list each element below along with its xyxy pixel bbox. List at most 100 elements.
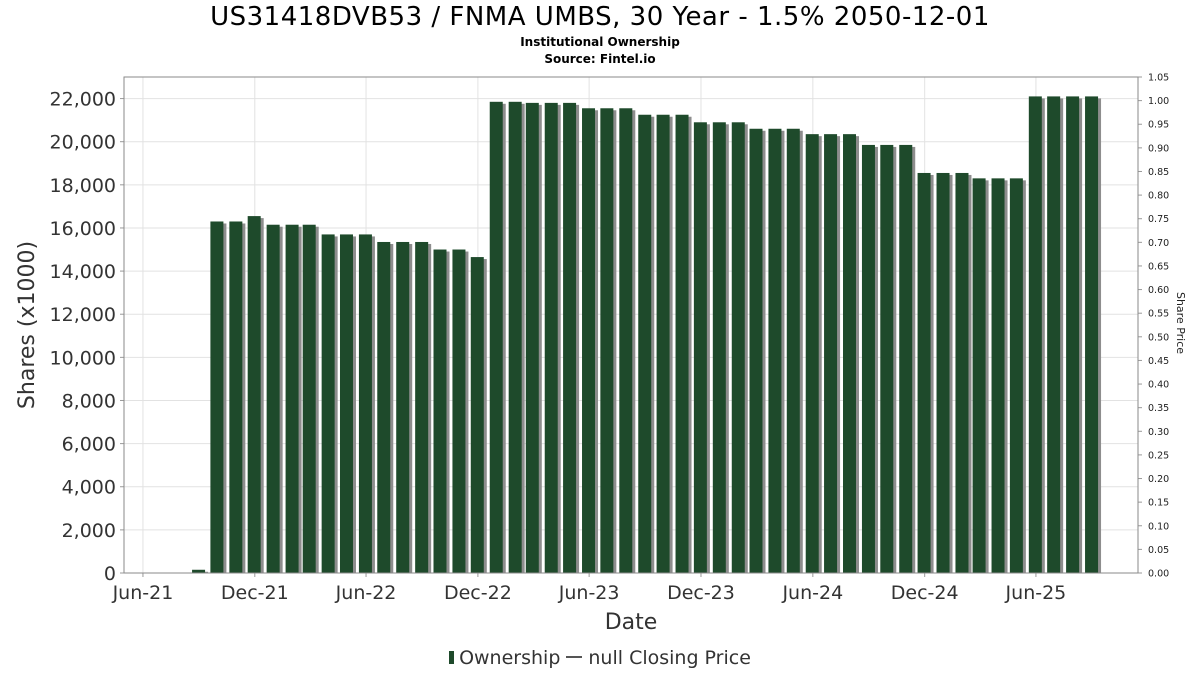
- bar: [302, 224, 316, 573]
- bar: [415, 241, 429, 573]
- y-axis-title: Shares (x1000): [15, 241, 40, 409]
- x-tick-label: Dec-23: [667, 582, 735, 604]
- bar: [824, 134, 838, 573]
- bar: [675, 114, 689, 573]
- bar: [917, 172, 931, 573]
- x-tick-label: Jun-22: [335, 582, 397, 604]
- y-tick-label: 18,000: [50, 175, 116, 197]
- y2-tick-label: 0.90: [1148, 143, 1169, 154]
- bar: [693, 122, 707, 573]
- x-tick-label: Jun-25: [1005, 582, 1067, 604]
- bar: [544, 102, 558, 573]
- x-tick-label: Dec-22: [444, 582, 512, 604]
- bar: [955, 172, 969, 573]
- y2-tick-label: 0.60: [1148, 285, 1169, 296]
- y2-tick-label: 1.00: [1148, 96, 1169, 107]
- chart-subtitle: Institutional Ownership: [520, 35, 680, 49]
- bar: [1028, 96, 1042, 574]
- bar: [899, 144, 913, 574]
- y2-tick-label: 0.05: [1148, 545, 1169, 556]
- plot-frame: [123, 76, 1139, 574]
- bar: [192, 569, 206, 573]
- y2-tick-label: 0.25: [1148, 450, 1169, 461]
- bar: [712, 122, 726, 573]
- bar: [786, 128, 800, 573]
- bar: [563, 102, 577, 573]
- y-tick-label: 16,000: [50, 218, 116, 240]
- bar: [358, 234, 372, 573]
- bar: [768, 128, 782, 573]
- bar: [1085, 96, 1099, 574]
- y-tick-label: 20,000: [50, 132, 116, 154]
- y2-tick-label: 0.80: [1148, 191, 1169, 202]
- bar: [433, 249, 447, 574]
- bar: [1066, 96, 1080, 574]
- x-tick-label: Jun-24: [781, 582, 843, 604]
- bar: [229, 221, 243, 574]
- y2-axis-title: Share Price: [1174, 292, 1187, 354]
- y2-tick-label: 0.30: [1148, 427, 1169, 438]
- legend-closing-price-label: null Closing Price: [588, 647, 751, 669]
- bar: [470, 257, 484, 573]
- bar: [805, 134, 819, 573]
- bar: [321, 234, 335, 573]
- bar: [396, 241, 410, 573]
- y-tick-label: 0: [104, 563, 116, 585]
- y2-tick-label: 0.85: [1148, 167, 1169, 178]
- y2-tick-label: 0.35: [1148, 403, 1169, 414]
- y2-tick-label: 0.40: [1148, 380, 1169, 391]
- bar: [749, 128, 763, 573]
- legend: Ownership null Closing Price: [0, 647, 1200, 669]
- bar: [1047, 96, 1061, 574]
- y2-tick-label: 0.00: [1148, 569, 1169, 580]
- y2-tick-label: 0.10: [1148, 521, 1169, 532]
- y-tick-label: 14,000: [50, 261, 116, 283]
- bar: [731, 122, 745, 573]
- x-tick-label: Dec-24: [891, 582, 959, 604]
- ownership-legend-swatch: [449, 651, 455, 664]
- y-tick-label: 12,000: [50, 304, 116, 326]
- bar: [525, 102, 539, 573]
- bar: [843, 134, 857, 573]
- y-tick-label: 6,000: [62, 434, 116, 456]
- y2-tick-label: 1.05: [1148, 73, 1169, 84]
- y2-tick-label: 0.45: [1148, 356, 1169, 367]
- y2-tick-label: 0.75: [1148, 214, 1169, 225]
- x-tick-label: Jun-23: [558, 582, 620, 604]
- y2-tick-label: 0.95: [1148, 120, 1169, 131]
- chart-source: Source: Fintel.io: [544, 52, 656, 66]
- bar: [266, 224, 280, 573]
- bar: [861, 144, 875, 574]
- closing-price-legend-line: [566, 656, 583, 658]
- bar: [452, 249, 466, 574]
- y-tick-label: 22,000: [50, 89, 116, 111]
- y2-tick-label: 0.70: [1148, 238, 1169, 249]
- y2-tick-label: 0.65: [1148, 261, 1169, 272]
- bar: [638, 114, 652, 573]
- y-tick-label: 8,000: [62, 390, 116, 412]
- y2-tick-label: 0.50: [1148, 332, 1169, 343]
- legend-ownership-label: Ownership: [459, 647, 561, 669]
- bar: [600, 108, 614, 573]
- bar: [1009, 178, 1023, 574]
- bar: [508, 101, 522, 574]
- bar: [880, 144, 894, 574]
- bar: [972, 178, 986, 574]
- y2-tick-label: 0.15: [1148, 498, 1169, 509]
- bar: [619, 108, 633, 573]
- bar: [377, 241, 391, 573]
- bar: [936, 172, 950, 573]
- bar: [285, 224, 299, 573]
- bar: [339, 234, 353, 573]
- bar: [582, 108, 596, 573]
- chart-title: US31418DVB53 / FNMA UMBS, 30 Year - 1.5%…: [210, 2, 990, 32]
- bar: [991, 178, 1005, 574]
- y-tick-label: 2,000: [62, 520, 116, 542]
- bar: [210, 221, 224, 574]
- y-tick-label: 4,000: [62, 477, 116, 499]
- bar: [489, 101, 503, 574]
- bar: [247, 216, 261, 574]
- bar: [656, 114, 670, 573]
